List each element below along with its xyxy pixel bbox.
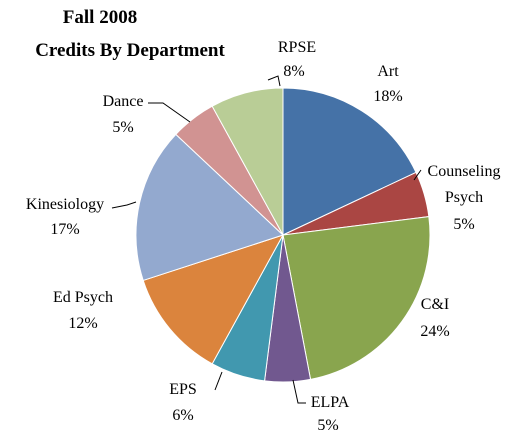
slice-value-label: 6% [172,407,194,424]
slice-value-label: 12% [68,315,98,332]
slice-category-label: Counseling Psych [427,163,501,206]
leader-line [267,75,281,87]
slice-value-label: 18% [373,88,403,105]
slice-value-label: 24% [420,323,450,340]
slice-value-label: 5% [317,417,339,430]
chart-title: Fall 2008 [62,7,138,28]
pie-slice [135,133,284,282]
chart-subtitle: Credits By Department [35,40,225,61]
slice-value-label: 5% [453,216,475,233]
leader-line [214,371,223,391]
pie-slice [282,216,431,380]
pie-slice [282,87,417,236]
slice-category-label: C&I [420,296,450,313]
slice-category-label: Kinesiology [25,196,105,213]
slice-category-label: RPSE [277,39,317,56]
slice-value-label: 17% [50,221,80,238]
leader-line [292,379,306,404]
slice-category-label: Dance [102,93,144,110]
slice-category-label: ELPA [310,394,350,411]
leader-line [148,102,191,123]
pie-slice [142,234,285,365]
slice-category-label: EPS [169,381,197,398]
leader-line [111,201,137,209]
slice-value-label: 5% [112,119,134,136]
leader-line [413,169,422,181]
slice-category-label: Ed Psych [53,289,113,306]
pie-slice [211,87,284,236]
slice-value-label: 8% [283,63,305,80]
slice-category-label: Art [377,63,399,80]
